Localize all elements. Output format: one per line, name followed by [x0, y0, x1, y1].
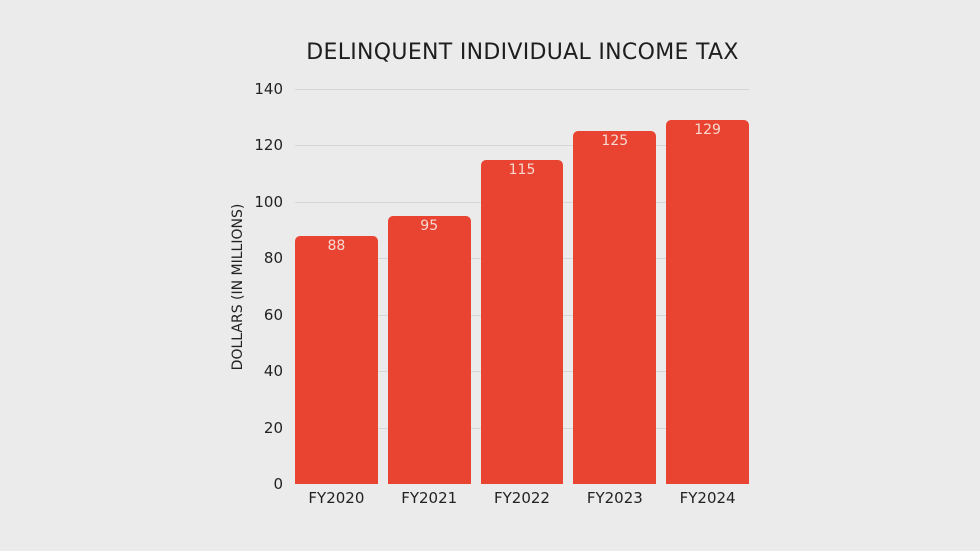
- x-tick-label: FY2024: [679, 489, 736, 507]
- bar-value-label: 95: [420, 217, 439, 234]
- y-tick-label: 140: [254, 80, 283, 98]
- y-tick-label: 20: [263, 418, 283, 437]
- bar-value-label: 88: [327, 237, 346, 254]
- y-tick-label: 60: [263, 305, 283, 324]
- bar-fy2024: 129: [666, 120, 749, 484]
- x-tick-label: FY2020: [308, 489, 365, 507]
- chart-title: DELINQUENT INDIVIDUAL INCOME TAX: [306, 40, 739, 65]
- bar-fy2022: 115: [480, 159, 564, 484]
- x-tick-label: FY2022: [494, 489, 550, 507]
- bar-value-label: 115: [508, 161, 536, 178]
- x-tick-label: FY2023: [586, 489, 643, 507]
- gridline: [295, 89, 749, 90]
- y-tick-label: 100: [254, 192, 283, 211]
- bar-value-label: 129: [694, 122, 721, 139]
- bar-fy2020: 88: [295, 235, 378, 484]
- x-tick-label: FY2021: [401, 489, 458, 507]
- gridline: [295, 145, 749, 147]
- bar-fy2021: 95: [387, 215, 471, 484]
- bar-value-label: 125: [601, 133, 629, 150]
- y-axis-label: DOLLARS (IN MILLIONS): [230, 203, 246, 371]
- plot-area: 88 95 115 125 129: [295, 89, 749, 484]
- y-tick-label: 0: [273, 475, 283, 493]
- y-tick-label: 80: [263, 249, 283, 268]
- y-tick-label: 40: [263, 362, 283, 381]
- y-tick-label: 120: [254, 136, 283, 155]
- bar-fy2023: 125: [573, 131, 657, 484]
